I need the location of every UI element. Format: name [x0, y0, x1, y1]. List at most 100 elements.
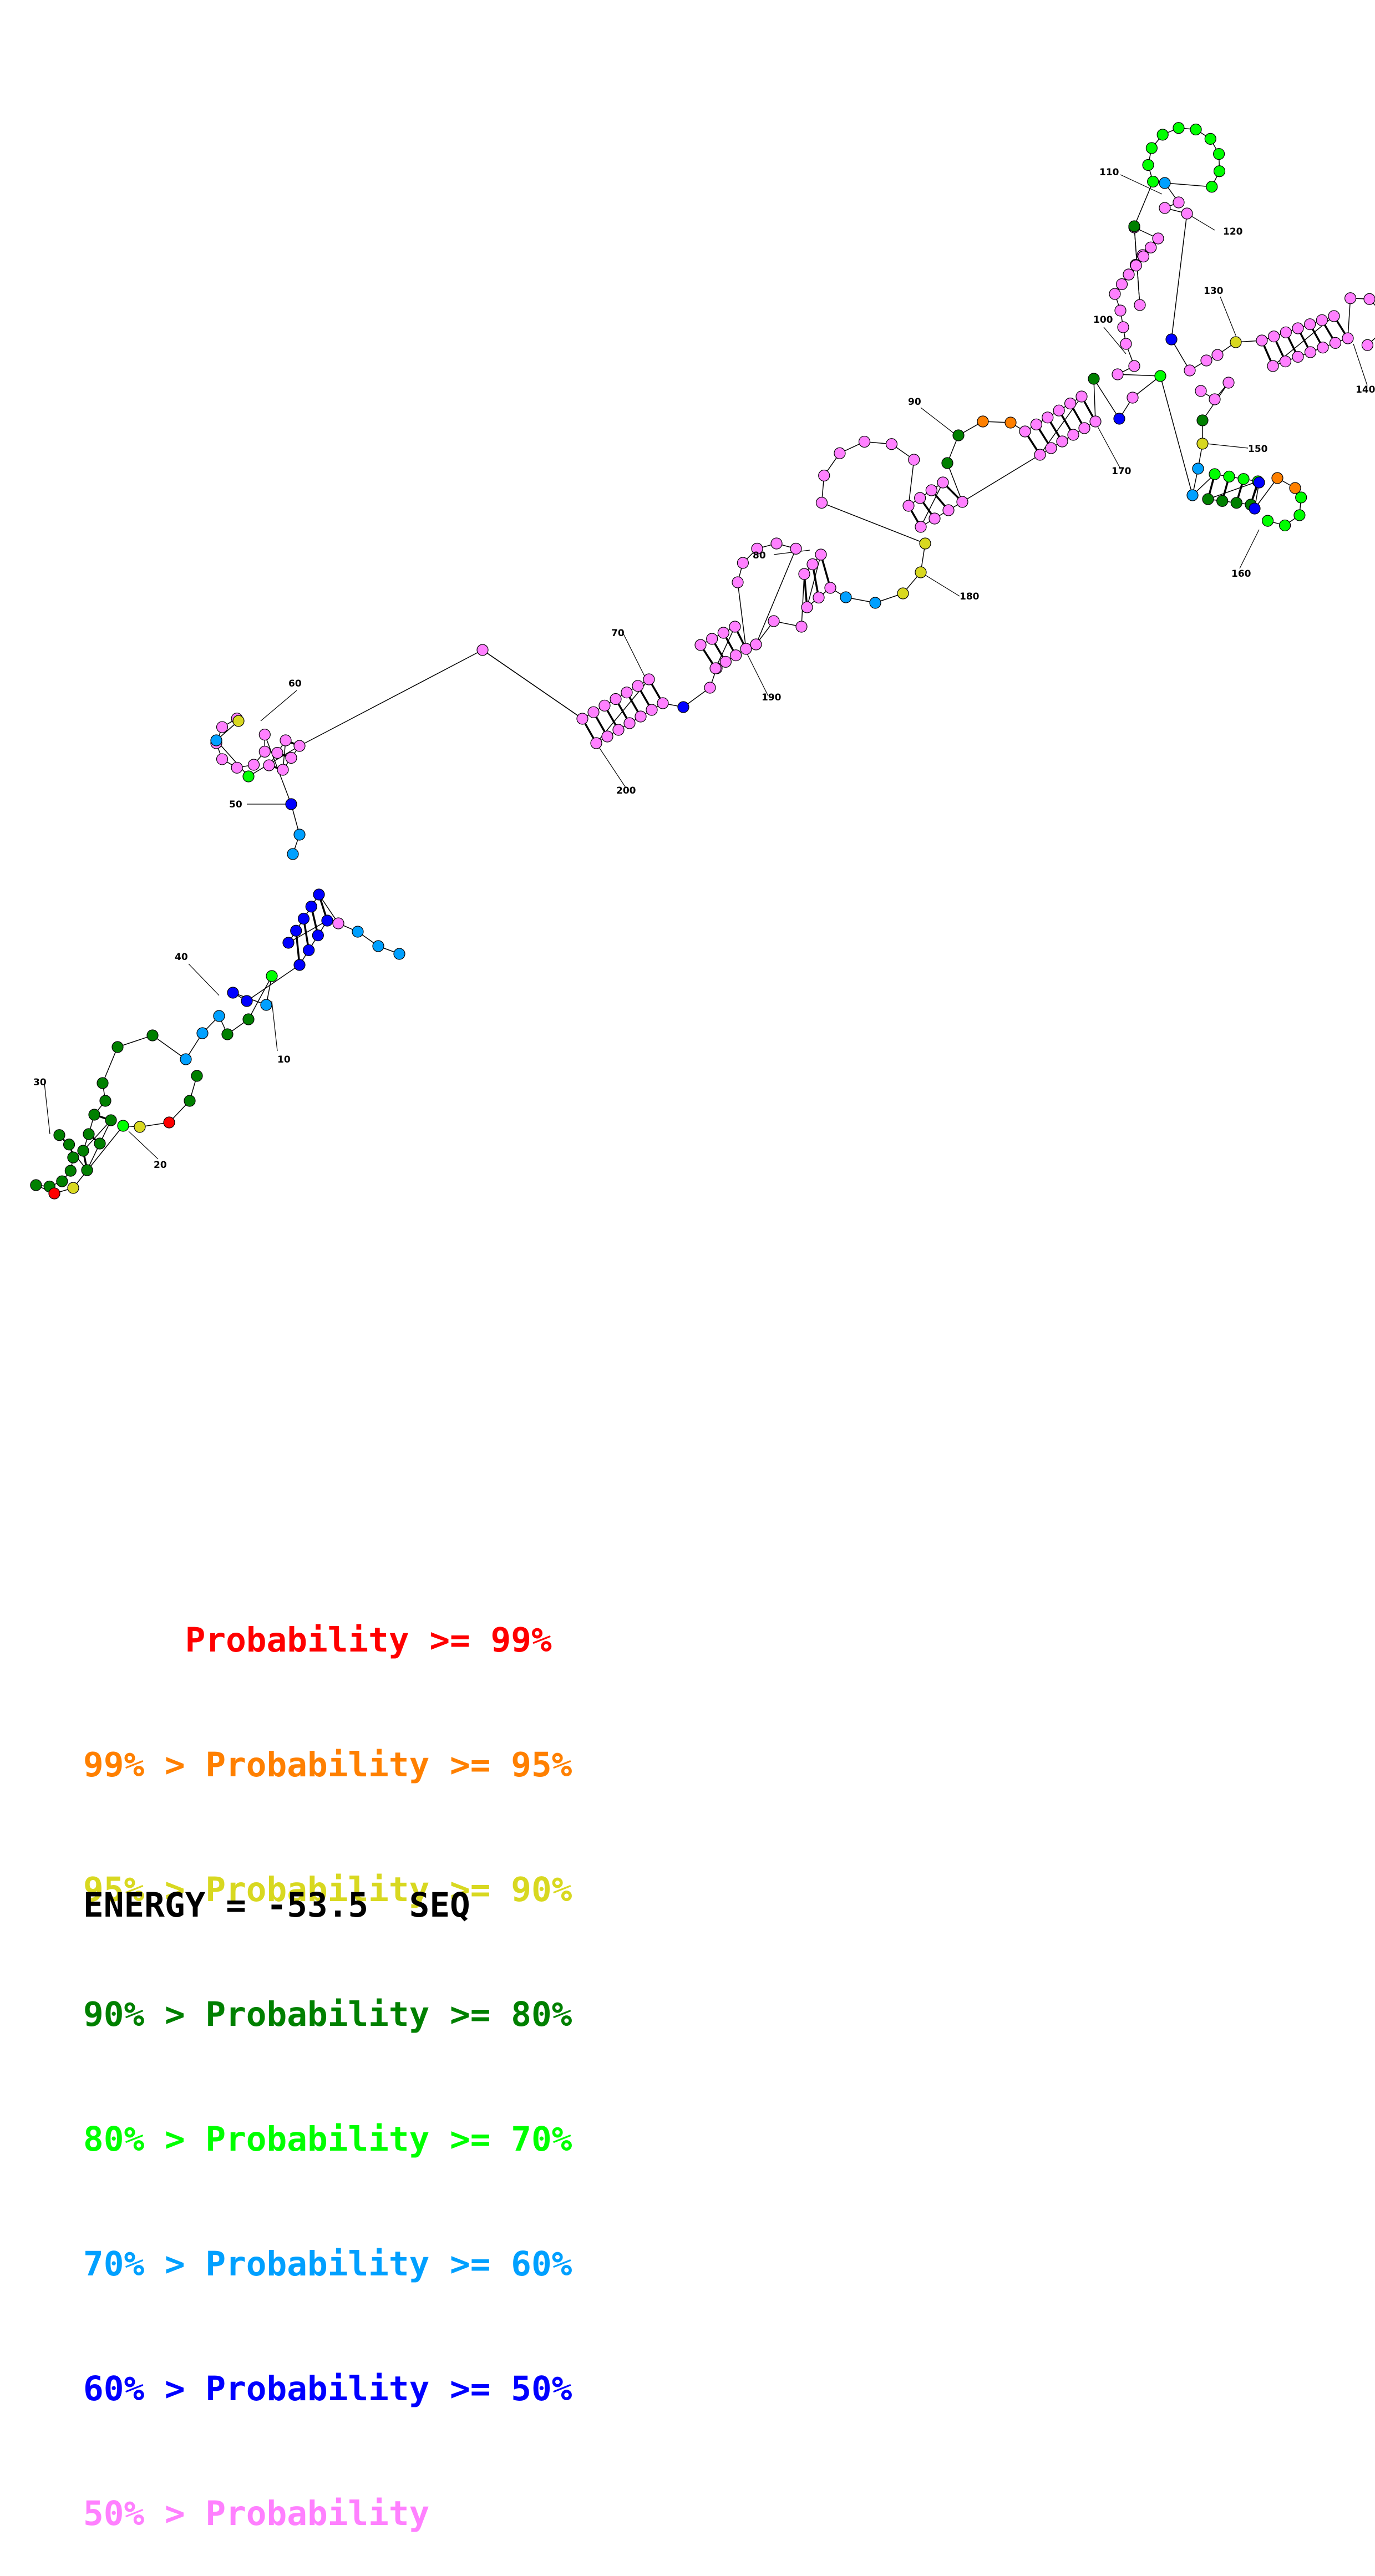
nucleotide-nodes [30, 122, 1375, 1200]
nucleotide [1159, 202, 1171, 214]
backbone-segment [73, 1125, 124, 1188]
nucleotide-circle [925, 484, 937, 496]
nucleotide [643, 673, 655, 685]
nucleotide-circle [64, 1165, 77, 1177]
nucleotide-circle [587, 706, 600, 718]
nucleotide-circle [221, 1028, 234, 1040]
legend-row-99: Probability >= 99% [83, 1620, 552, 1660]
nucleotide [623, 717, 636, 729]
nucleotide [1064, 397, 1077, 410]
nucleotide [730, 649, 742, 662]
nucleotide [191, 1070, 203, 1082]
nucleotide-circle [196, 1027, 209, 1039]
nucleotide [247, 759, 260, 771]
nucleotide [1130, 260, 1142, 272]
nucleotide [813, 591, 825, 604]
nucleotide-circle [1202, 493, 1214, 505]
label-leader [1120, 174, 1163, 195]
nucleotide [352, 926, 364, 938]
nucleotide-circle [1329, 337, 1342, 349]
nucleotide-circle [313, 888, 325, 901]
nucleotide [1267, 360, 1279, 372]
nucleotide-circle [1361, 339, 1373, 351]
nucleotide [1159, 177, 1171, 189]
nucleotide [1213, 148, 1225, 160]
nucleotide [751, 542, 763, 555]
nucleotide-circle [694, 639, 707, 651]
nucleotide [231, 761, 243, 774]
nucleotide [704, 682, 716, 694]
nucleotide [105, 1114, 117, 1126]
nucleotide-circle [1222, 377, 1235, 389]
nucleotide-circle [1109, 288, 1121, 300]
nucleotide [277, 764, 289, 776]
nucleotide-circle [285, 751, 297, 764]
position-label: 160 [1231, 568, 1251, 580]
nucleotide [1249, 502, 1261, 515]
nucleotide-circle [1147, 175, 1159, 188]
nucleotide-circle [191, 1070, 203, 1082]
nucleotide-circle [1128, 220, 1140, 232]
backbone-segment [1160, 375, 1193, 496]
nucleotide [1030, 418, 1043, 431]
nucleotide-circle [937, 476, 949, 489]
nucleotide-circle [287, 848, 299, 860]
nucleotide-circle [232, 715, 245, 727]
nucleotide [1253, 476, 1265, 489]
nucleotide [263, 759, 275, 771]
nucleotide [232, 715, 245, 727]
nucleotide-circle [293, 740, 306, 752]
nucleotide-circle [1128, 360, 1140, 372]
position-labels: 10 20 30 40 50 60 70 80 90 100 110 120 1… [33, 167, 1375, 1171]
nucleotide-circle [1181, 207, 1193, 220]
nucleotide-circle [242, 1013, 255, 1025]
position-label: 60 [288, 678, 302, 689]
backbone-segment [246, 964, 300, 1002]
nucleotide-circle [1249, 502, 1261, 515]
nucleotide [790, 542, 802, 555]
nucleotide [196, 1027, 209, 1039]
nucleotide-circle [134, 1121, 146, 1133]
nucleotide [1289, 482, 1301, 494]
nucleotide-circle [476, 644, 489, 656]
nucleotide-circle [1292, 350, 1304, 363]
nucleotide [590, 737, 602, 749]
nucleotide [146, 1029, 159, 1041]
nucleotide-circle [280, 734, 292, 746]
nucleotide-circle [751, 542, 763, 555]
nucleotide-circle [1156, 129, 1169, 141]
nucleotide-circle [271, 746, 283, 759]
nucleotide-circle [706, 633, 718, 645]
nucleotide-circle [798, 568, 810, 580]
nucleotide [213, 1010, 225, 1022]
nucleotide [768, 615, 780, 627]
nucleotide [646, 704, 658, 716]
position-label-leaders [44, 174, 1368, 1160]
backbone-segment [1134, 181, 1154, 227]
nucleotide [815, 496, 828, 509]
nucleotide [834, 447, 846, 459]
nucleotide-circle [260, 999, 272, 1011]
nucleotide-circle [956, 496, 968, 508]
nucleotide [1042, 411, 1054, 424]
nucleotide-circle [677, 701, 689, 713]
nucleotide-circle [1363, 293, 1375, 305]
nucleotide [1019, 425, 1031, 438]
nucleotide [1196, 438, 1209, 450]
nucleotide [732, 576, 744, 588]
nucleotide [134, 1121, 146, 1133]
nucleotide [1344, 292, 1357, 304]
nucleotide [312, 929, 324, 942]
position-label: 30 [33, 1077, 47, 1088]
nucleotide [1152, 232, 1164, 245]
nucleotide-circle [919, 537, 931, 550]
nucleotide [1292, 322, 1304, 334]
backbone-segment [288, 920, 328, 943]
nucleotide-circle [1184, 364, 1196, 377]
nucleotide-circle [1190, 123, 1202, 136]
nucleotide [694, 639, 707, 651]
nucleotide-circle [1292, 322, 1304, 334]
position-label: 110 [1099, 167, 1119, 178]
nucleotide-circle [1186, 489, 1199, 501]
nucleotide-circle [952, 429, 965, 441]
